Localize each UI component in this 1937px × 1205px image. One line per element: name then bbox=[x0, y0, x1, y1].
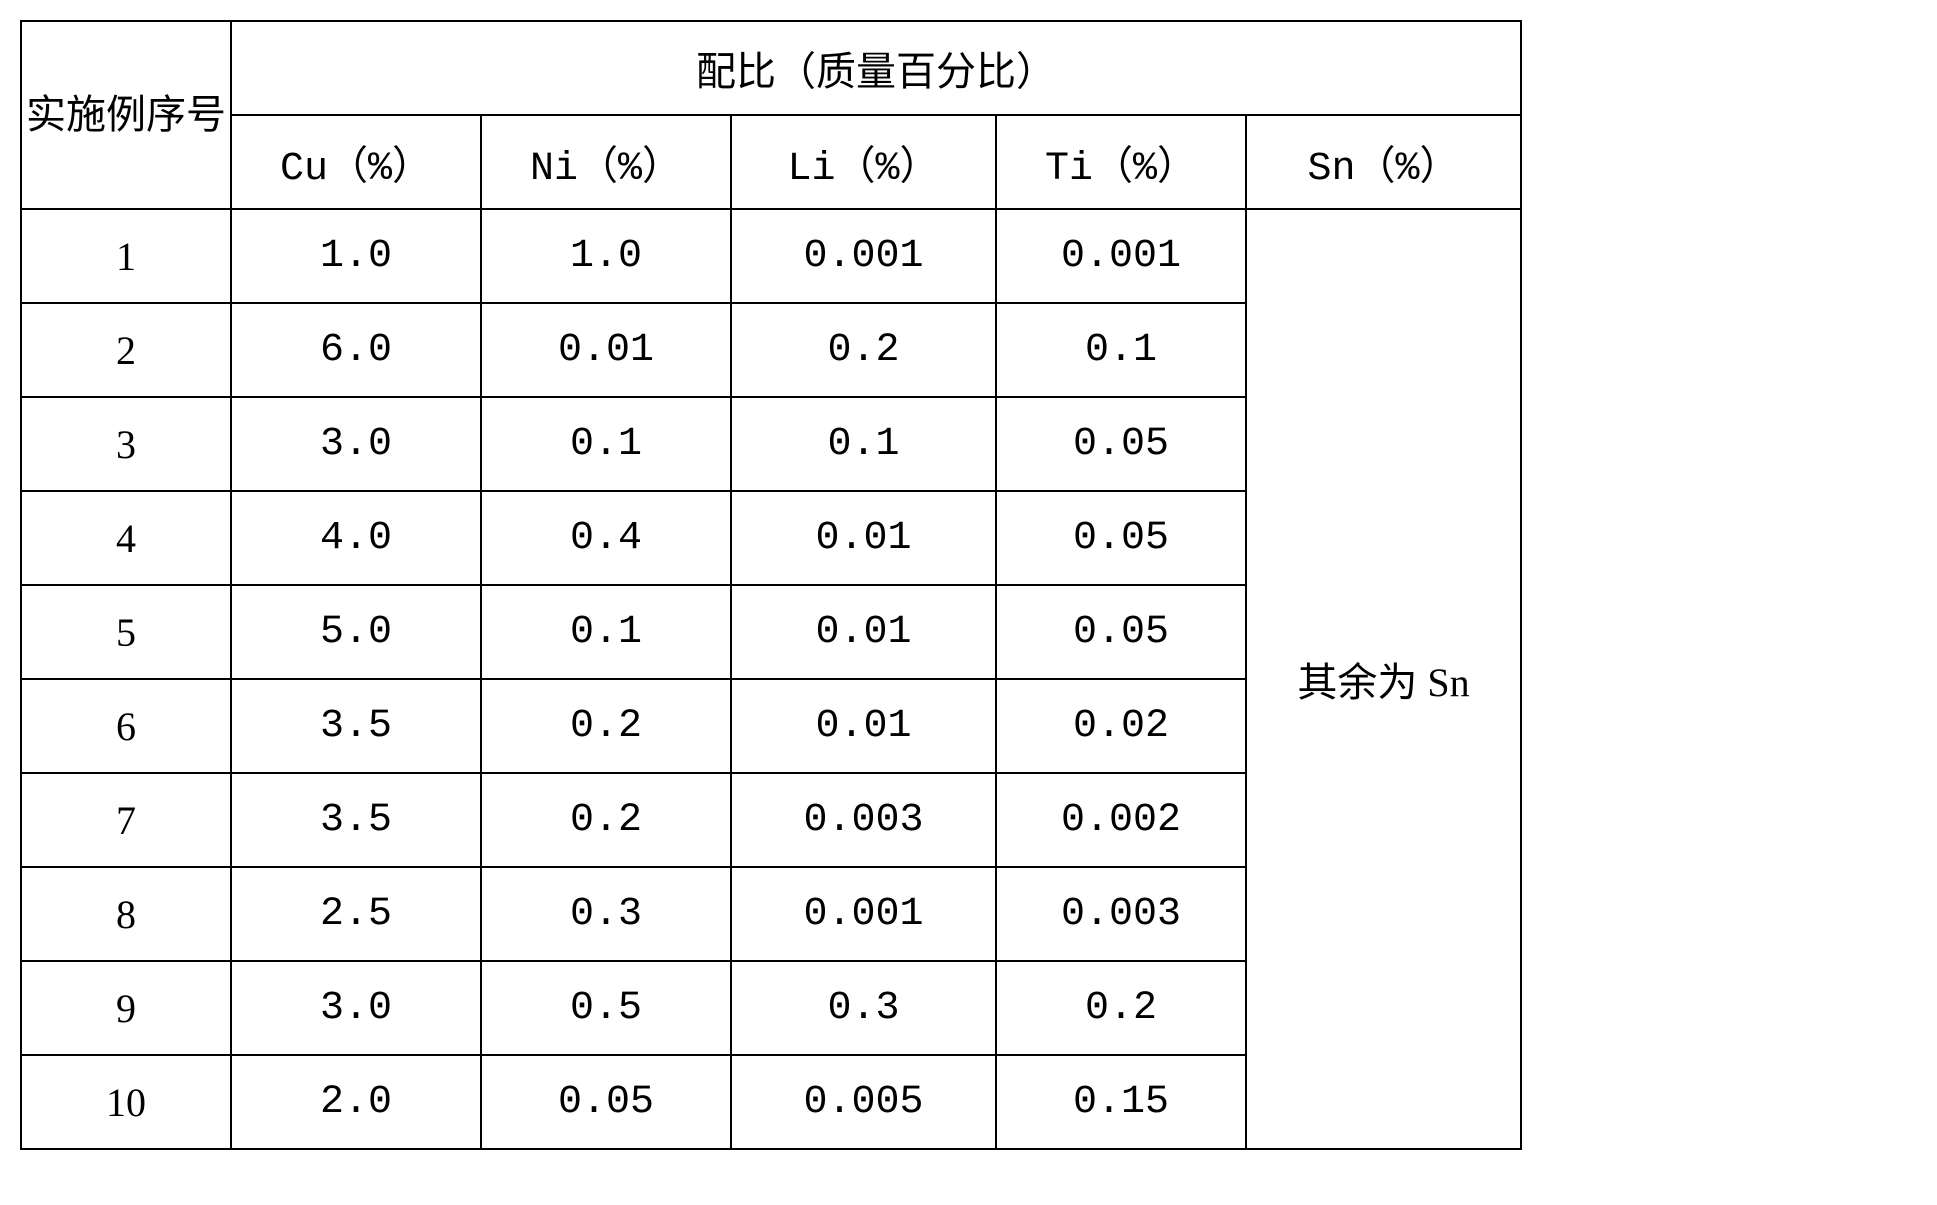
cell-ti: 0.1 bbox=[996, 303, 1246, 397]
cell-ni: 0.5 bbox=[481, 961, 731, 1055]
cell-li: 0.005 bbox=[731, 1055, 996, 1149]
cell-ti: 0.15 bbox=[996, 1055, 1246, 1149]
table-body: 1 1.0 1.0 0.001 0.001 其余为 Sn 2 6.0 0.01 … bbox=[21, 209, 1521, 1149]
cell-cu: 6.0 bbox=[231, 303, 481, 397]
cell-serial: 5 bbox=[21, 585, 231, 679]
cell-ni: 1.0 bbox=[481, 209, 731, 303]
cell-ni: 0.1 bbox=[481, 585, 731, 679]
cell-ti: 0.2 bbox=[996, 961, 1246, 1055]
cell-ni: 0.2 bbox=[481, 679, 731, 773]
cell-serial: 2 bbox=[21, 303, 231, 397]
cell-li: 0.001 bbox=[731, 209, 996, 303]
cell-serial: 4 bbox=[21, 491, 231, 585]
header-li: Li（%） bbox=[731, 115, 996, 209]
sn-value-latin: Sn bbox=[1427, 660, 1469, 705]
cell-ti: 0.05 bbox=[996, 397, 1246, 491]
cell-sn-merged: 其余为 Sn bbox=[1246, 209, 1521, 1149]
sn-value-prefix: 其余为 bbox=[1297, 660, 1427, 705]
cell-ti: 0.002 bbox=[996, 773, 1246, 867]
cell-ni: 0.2 bbox=[481, 773, 731, 867]
header-serial-label: 实施例序号 bbox=[26, 92, 226, 137]
cell-li: 0.001 bbox=[731, 867, 996, 961]
cell-ti: 0.02 bbox=[996, 679, 1246, 773]
header-serial: 实施例序号 bbox=[21, 21, 231, 209]
cell-cu: 2.5 bbox=[231, 867, 481, 961]
cell-li: 0.2 bbox=[731, 303, 996, 397]
cell-cu: 4.0 bbox=[231, 491, 481, 585]
cell-ti: 0.003 bbox=[996, 867, 1246, 961]
cell-cu: 2.0 bbox=[231, 1055, 481, 1149]
cell-serial: 6 bbox=[21, 679, 231, 773]
cell-serial: 1 bbox=[21, 209, 231, 303]
cell-ni: 0.4 bbox=[481, 491, 731, 585]
cell-li: 0.01 bbox=[731, 585, 996, 679]
header-row-1: 实施例序号 配比（质量百分比） bbox=[21, 21, 1521, 115]
header-ti: Ti（%） bbox=[996, 115, 1246, 209]
cell-cu: 3.0 bbox=[231, 961, 481, 1055]
header-sn: Sn（%） bbox=[1246, 115, 1521, 209]
cell-cu: 5.0 bbox=[231, 585, 481, 679]
header-cu: Cu（%） bbox=[231, 115, 481, 209]
cell-ti: 0.05 bbox=[996, 491, 1246, 585]
header-ni: Ni（%） bbox=[481, 115, 731, 209]
cell-ni: 0.05 bbox=[481, 1055, 731, 1149]
header-row-2: Cu（%） Ni（%） Li（%） Ti（%） Sn（%） bbox=[21, 115, 1521, 209]
cell-serial: 3 bbox=[21, 397, 231, 491]
cell-ti: 0.05 bbox=[996, 585, 1246, 679]
cell-cu: 3.5 bbox=[231, 679, 481, 773]
cell-ni: 0.01 bbox=[481, 303, 731, 397]
cell-ni: 0.1 bbox=[481, 397, 731, 491]
cell-cu: 3.5 bbox=[231, 773, 481, 867]
cell-li: 0.01 bbox=[731, 491, 996, 585]
cell-ti: 0.001 bbox=[996, 209, 1246, 303]
cell-li: 0.3 bbox=[731, 961, 996, 1055]
composition-table-wrap: 实施例序号 配比（质量百分比） Cu（%） Ni（%） Li（%） Ti（%） … bbox=[20, 20, 1520, 1150]
table-row: 1 1.0 1.0 0.001 0.001 其余为 Sn bbox=[21, 209, 1521, 303]
cell-ni: 0.3 bbox=[481, 867, 731, 961]
cell-li: 0.003 bbox=[731, 773, 996, 867]
header-ratio-group: 配比（质量百分比） bbox=[231, 21, 1521, 115]
composition-table: 实施例序号 配比（质量百分比） Cu（%） Ni（%） Li（%） Ti（%） … bbox=[20, 20, 1522, 1150]
cell-serial: 9 bbox=[21, 961, 231, 1055]
cell-cu: 3.0 bbox=[231, 397, 481, 491]
cell-li: 0.1 bbox=[731, 397, 996, 491]
cell-serial: 10 bbox=[21, 1055, 231, 1149]
cell-li: 0.01 bbox=[731, 679, 996, 773]
cell-cu: 1.0 bbox=[231, 209, 481, 303]
cell-serial: 7 bbox=[21, 773, 231, 867]
cell-serial: 8 bbox=[21, 867, 231, 961]
